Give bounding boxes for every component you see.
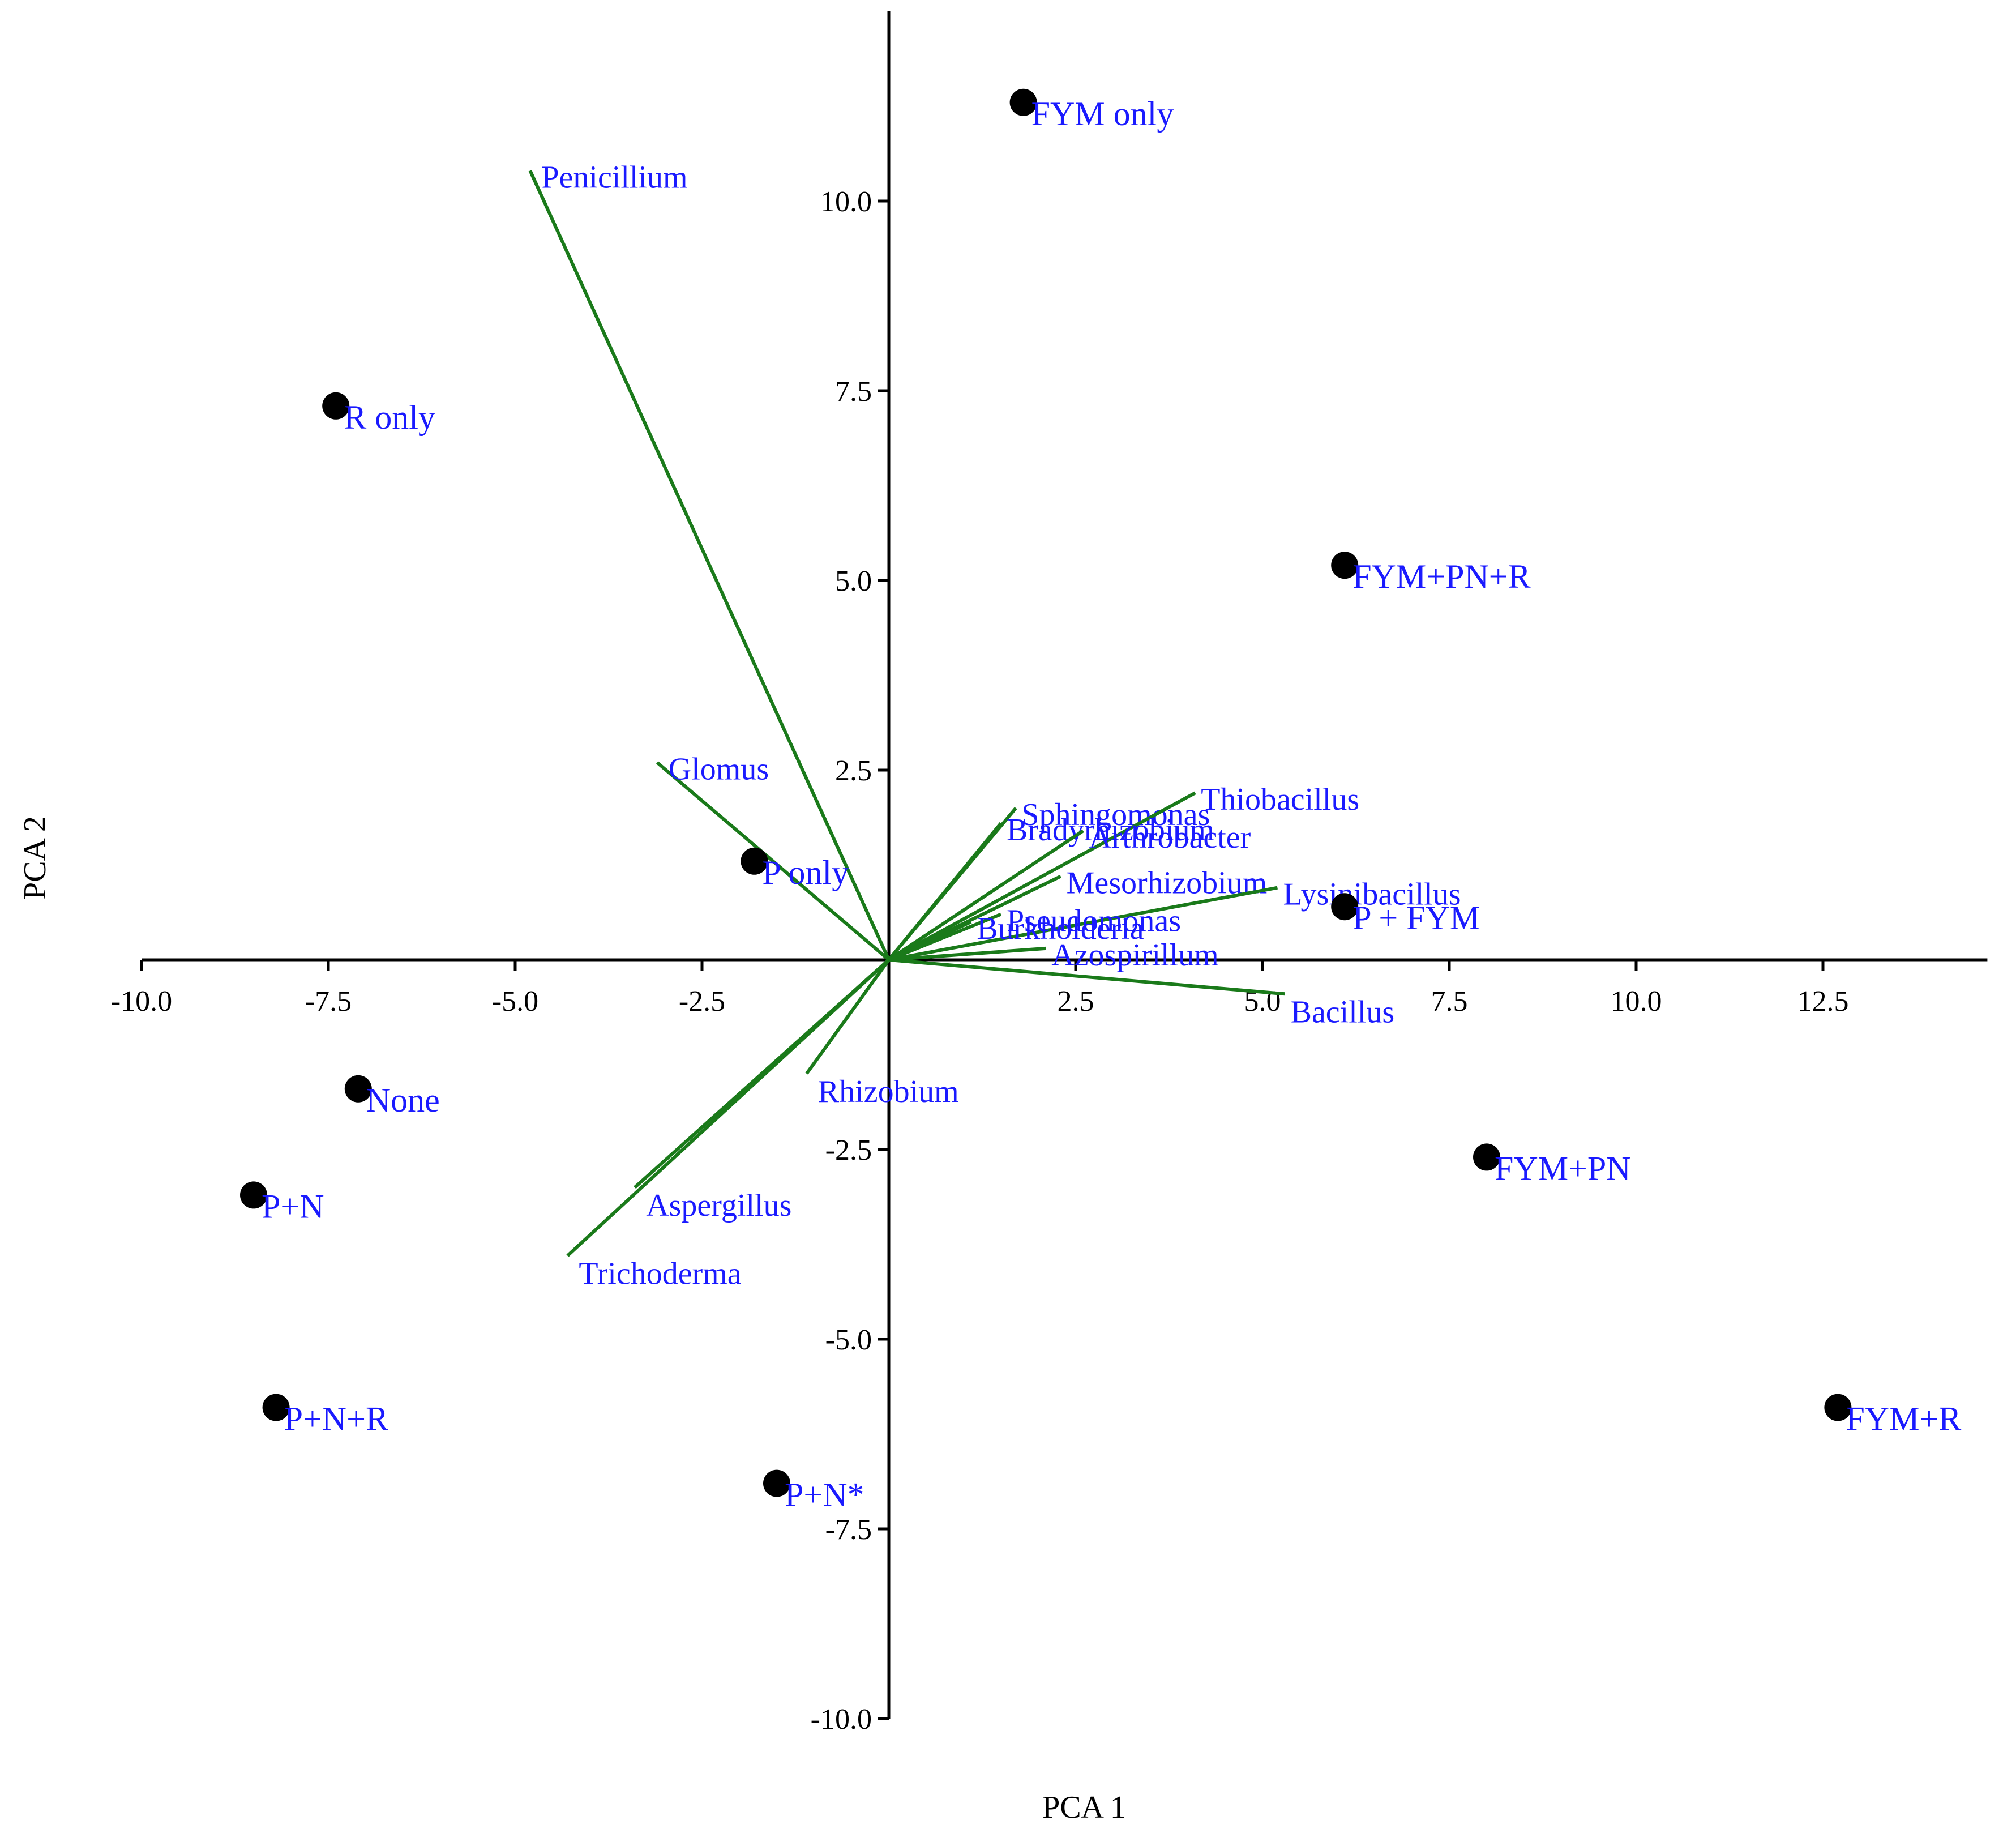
loading-vector bbox=[888, 920, 972, 962]
x-tick-label: 10.0 bbox=[1611, 985, 1662, 1018]
loading-vector bbox=[888, 829, 1084, 962]
y-tick-label: 5.0 bbox=[835, 565, 872, 597]
x-tick-label: -5.0 bbox=[492, 985, 538, 1018]
sample-point bbox=[1331, 552, 1359, 579]
sample-point bbox=[322, 392, 350, 420]
loading-vector-label: Glomus bbox=[669, 752, 769, 787]
loading-vector bbox=[805, 959, 891, 1075]
sample-point bbox=[240, 1181, 267, 1209]
loading-vector bbox=[528, 170, 891, 961]
y-axis-title: PCA 2 bbox=[18, 816, 53, 900]
sample-point-label: P+N+R bbox=[284, 1400, 388, 1438]
sample-point bbox=[1824, 1394, 1852, 1421]
sample-point bbox=[344, 1075, 372, 1103]
loading-vector-label: Bradyrhizobium bbox=[1007, 813, 1214, 848]
sample-point bbox=[262, 1394, 290, 1421]
loading-vector-label: Trichoderma bbox=[579, 1257, 741, 1292]
sample-point-label: None bbox=[366, 1082, 440, 1119]
loading-vector-label: Penicillium bbox=[541, 160, 687, 195]
loading-vector bbox=[887, 822, 1003, 961]
axis-ticks: -10.0 -7.5 -5.0 -2.5 2.5 5.0 7.5 10.0 12.5 -10.0 -… bbox=[111, 186, 1849, 1736]
loading-vector-label: Bacillus bbox=[1291, 994, 1395, 1029]
y-tick-label: -5.0 bbox=[825, 1324, 872, 1356]
sample-point-label: P+N bbox=[262, 1187, 324, 1225]
sample-point bbox=[763, 1469, 790, 1497]
sample-point bbox=[741, 847, 768, 875]
x-tick-label: -7.5 bbox=[305, 985, 352, 1018]
x-tick-label: 12.5 bbox=[1797, 985, 1849, 1018]
loading-vector bbox=[888, 958, 1285, 996]
y-tick-label: 10.0 bbox=[820, 186, 872, 218]
axes bbox=[142, 11, 1988, 1719]
x-tick-label: 7.5 bbox=[1431, 985, 1468, 1018]
x-axis-title: PCA 1 bbox=[1042, 1790, 1126, 1825]
sample-point bbox=[1009, 88, 1037, 116]
sample-point-label: P + FYM bbox=[1352, 899, 1480, 937]
sample-point-label: P+N* bbox=[785, 1476, 864, 1514]
sample-point-label: R only bbox=[344, 399, 435, 436]
loading-vector bbox=[566, 958, 891, 1257]
sample-point-label: FYM only bbox=[1031, 95, 1174, 133]
sample-point bbox=[1473, 1143, 1500, 1171]
y-tick-label: 7.5 bbox=[835, 375, 872, 408]
sample-point-label: FYM+PN+R bbox=[1352, 558, 1530, 595]
y-tick-label: -2.5 bbox=[825, 1134, 872, 1166]
loading-vector bbox=[888, 791, 1196, 962]
sample-point bbox=[1331, 893, 1359, 921]
loading-vector bbox=[656, 761, 890, 962]
x-tick-label: 2.5 bbox=[1058, 985, 1094, 1018]
loading-vectors: PenicilliumGlomusSphingomonasThiobacillu… bbox=[528, 160, 1461, 1292]
y-tick-label: 2.5 bbox=[835, 755, 872, 787]
loading-vector-label: Thiobacillus bbox=[1201, 782, 1359, 817]
sample-point-label: FYM+R bbox=[1846, 1400, 1961, 1438]
y-tick-label: -7.5 bbox=[825, 1514, 872, 1546]
loading-vector-label: Lysinibacillus bbox=[1283, 877, 1461, 912]
loading-vector bbox=[888, 946, 1046, 962]
sample-point-label: FYM+PN bbox=[1495, 1150, 1631, 1187]
y-tick-label: -10.0 bbox=[811, 1703, 872, 1736]
sample-point-label: P only bbox=[762, 854, 849, 891]
loading-vector-label: Aspergillus bbox=[646, 1188, 791, 1223]
loading-vector-label: Azospirillum bbox=[1051, 938, 1219, 973]
loading-vector-label: Arthrobacter bbox=[1089, 820, 1251, 855]
x-tick-label: -2.5 bbox=[679, 985, 725, 1018]
loading-vector bbox=[888, 886, 1278, 962]
loading-vector-label: Burkholderia bbox=[977, 911, 1144, 946]
x-tick-label: -10.0 bbox=[111, 985, 172, 1018]
loading-vector-label: Rhizobium bbox=[818, 1074, 959, 1109]
loading-vector-label: Pseudomonas bbox=[1007, 904, 1181, 939]
sample-points: FYM only R only FYM+PN+R P only P + FYM None P… bbox=[240, 88, 1961, 1514]
